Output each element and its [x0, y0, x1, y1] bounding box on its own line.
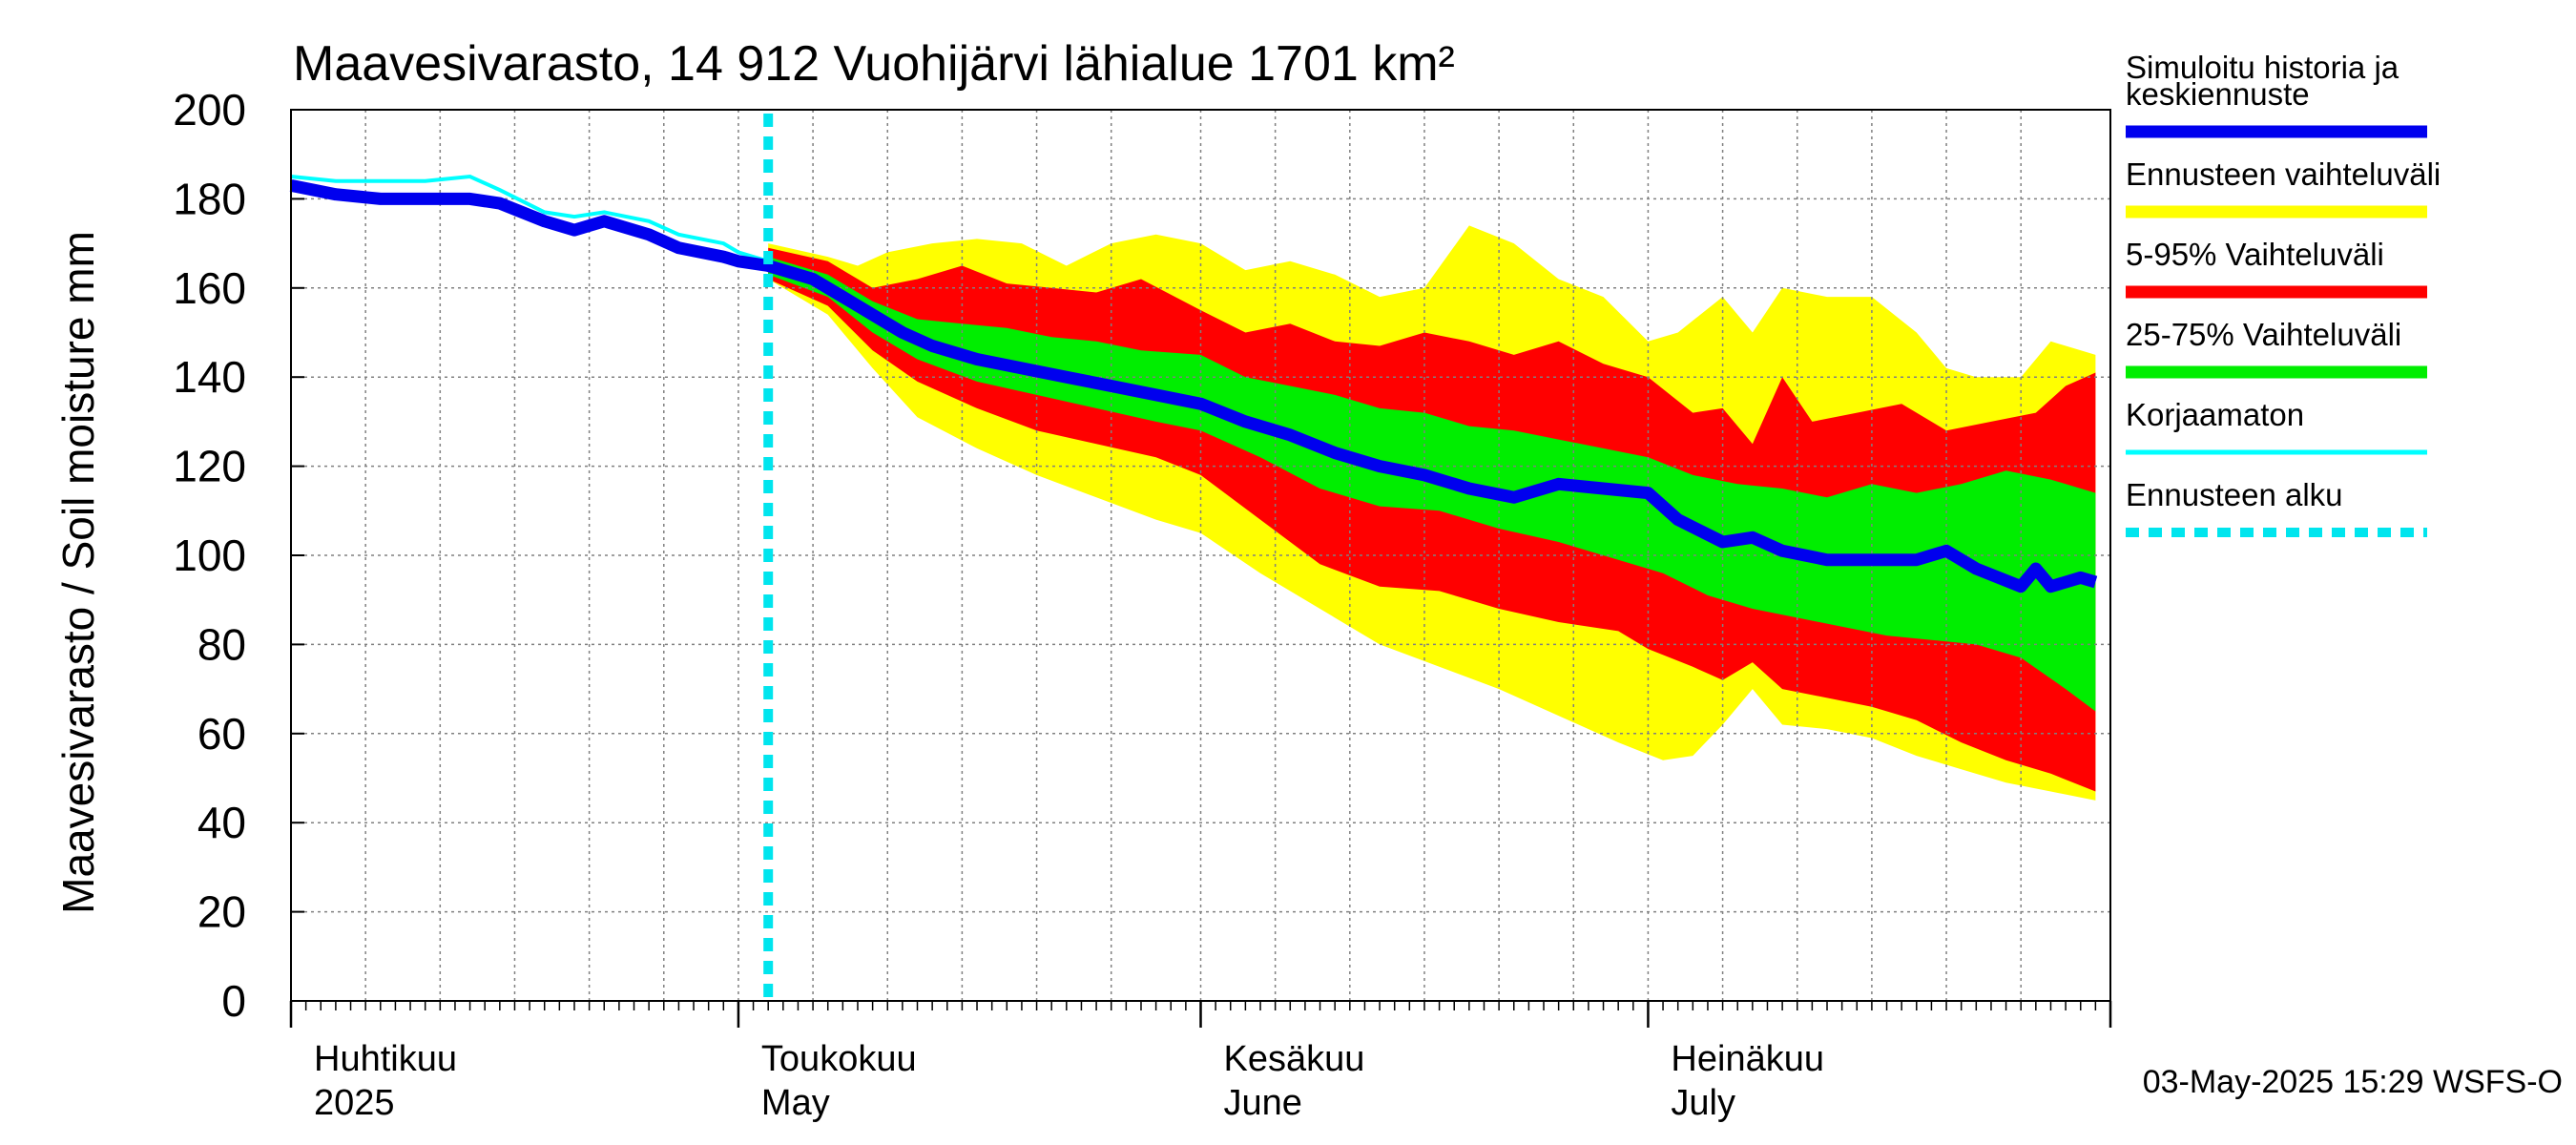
- x-month-sublabel: July: [1671, 1083, 1735, 1123]
- y-tick-label: 0: [221, 976, 246, 1026]
- y-tick-label: 140: [173, 352, 246, 402]
- line-simuloitu-historia-ja-keskiennuste: [289, 179, 2098, 593]
- forecast-bands: [768, 225, 2096, 801]
- legend-label-p25_75: 25-75% Vaihteluväli: [2126, 317, 2401, 352]
- y-tick-label: 180: [173, 174, 246, 223]
- footer-timestamp: 03-May-2025 15:29 WSFS-O: [2143, 1064, 2563, 1100]
- y-tick-label: 80: [197, 619, 246, 669]
- x-month-sublabel: May: [761, 1083, 830, 1123]
- y-tick-label: 60: [197, 709, 246, 759]
- y-tick-label: 20: [197, 887, 246, 937]
- legend-label-uncorrected: Korjaamaton: [2126, 397, 2304, 432]
- y-tick-label: 100: [173, 531, 246, 580]
- legend-label-p5_95: 5-95% Vaihteluväli: [2126, 237, 2384, 272]
- legend-label-simulated: Simuloitu historia ja: [2126, 50, 2399, 85]
- y-tick-label: 120: [173, 442, 246, 491]
- y-tick-label: 200: [173, 85, 246, 135]
- x-month-label: Huhtikuu: [314, 1039, 457, 1079]
- chart-title: Maavesivarasto, 14 912 Vuohijärvi lähial…: [293, 36, 1455, 92]
- x-month-sublabel: June: [1224, 1083, 1302, 1123]
- legend-label-range: Ennusteen vaihteluväli: [2126, 156, 2441, 192]
- x-month-label: Kesäkuu: [1224, 1039, 1365, 1079]
- series-lines: [289, 114, 2098, 1001]
- x-month-label: Toukokuu: [761, 1039, 917, 1079]
- band-25-75-vaihteluv-li: [768, 257, 2096, 712]
- x-month-label: Heinäkuu: [1671, 1039, 1824, 1079]
- legend-label-simulated-cont: keskiennuste: [2126, 76, 2310, 112]
- y-axis-label: Maavesivarasto / Soil moisture mm: [53, 231, 103, 914]
- x-month-sublabel: 2025: [314, 1083, 395, 1123]
- line-korjaamaton: [290, 174, 769, 263]
- legend-label-forecast_start: Ennusteen alku: [2126, 477, 2343, 512]
- y-tick-label: 160: [173, 263, 246, 313]
- y-tick-label: 40: [197, 798, 246, 847]
